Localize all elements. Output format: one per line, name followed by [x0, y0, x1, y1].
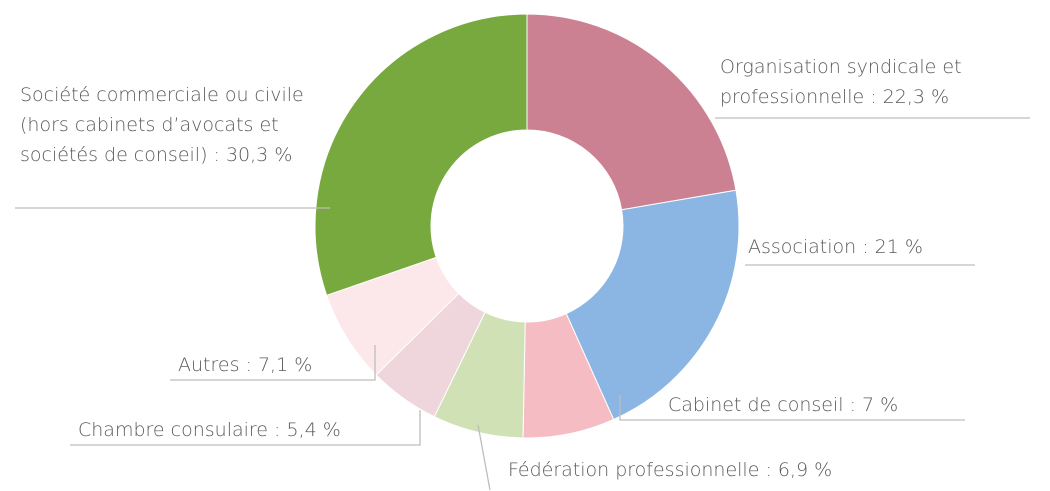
label-name: Autres [178, 354, 240, 376]
slice-label: Chambre consulaire : 5,4 % [78, 415, 438, 445]
slice-label: Organisation syndicale et professionnell… [720, 52, 1030, 112]
slice [565, 189, 740, 421]
value-label: 5,4 % [286, 419, 341, 441]
label-name: Organisation syndicale et professionnell… [720, 56, 968, 108]
slice-label: Société commerciale ou civile (hors cabi… [20, 80, 330, 170]
slice-label: Cabinet de conseil : 7 % [668, 390, 988, 420]
leader [170, 345, 376, 381]
leader [619, 395, 965, 421]
value-label: 21 % [874, 236, 923, 258]
leader [70, 410, 421, 446]
value-label: 7 % [862, 394, 899, 416]
leader [477, 424, 491, 491]
label-separator: : [207, 144, 226, 166]
label-separator: : [864, 86, 883, 108]
slices [314, 13, 740, 439]
value-label: 22,3 % [882, 86, 950, 108]
label-name: Société commerciale ou civile (hors cabi… [20, 84, 310, 166]
value-label: 30,3 % [225, 144, 293, 166]
value-label: 7,1 % [257, 354, 313, 376]
label-separator: : [759, 459, 778, 481]
label-name: Chambre consulaire [78, 419, 268, 441]
label-name: Fédération professionnelle [508, 459, 760, 481]
value-label: 6,9 % [777, 459, 833, 481]
slice [526, 13, 737, 211]
slice [314, 13, 528, 296]
slice-label: Fédération professionnelle : 6,9 % [508, 455, 928, 485]
label-name: Association [748, 236, 857, 258]
label-separator: : [856, 236, 875, 258]
label-name: Cabinet de conseil [668, 394, 844, 416]
slice-label: Association : 21 % [748, 232, 1008, 262]
label-separator: : [267, 419, 287, 441]
label-separator: : [239, 354, 258, 376]
label-separator: : [843, 394, 863, 416]
slice-label: Autres : 7,1 % [178, 350, 398, 380]
